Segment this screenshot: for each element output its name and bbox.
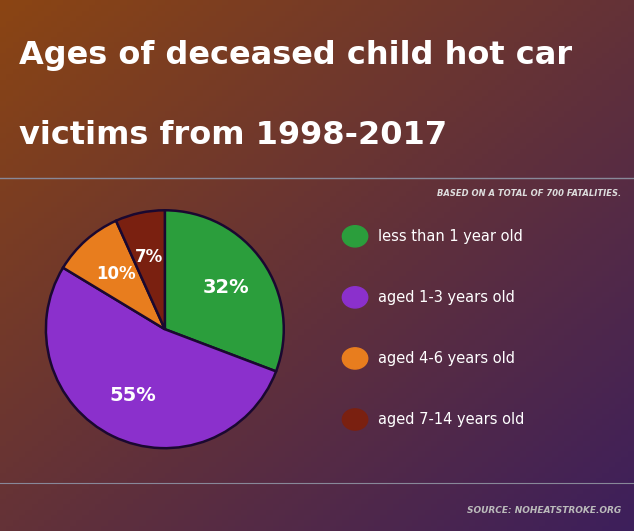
Text: aged 1-3 years old: aged 1-3 years old [378, 290, 515, 305]
Text: 7%: 7% [135, 248, 164, 266]
Text: 32%: 32% [202, 278, 249, 297]
Wedge shape [63, 221, 165, 329]
Text: 10%: 10% [96, 265, 136, 283]
Text: BASED ON A TOTAL OF 700 FATALITIES.: BASED ON A TOTAL OF 700 FATALITIES. [437, 190, 621, 198]
Wedge shape [165, 210, 284, 371]
Text: SOURCE: NOHEATSTROKE.ORG: SOURCE: NOHEATSTROKE.ORG [467, 507, 621, 515]
Text: Ages of deceased child hot car: Ages of deceased child hot car [19, 40, 572, 71]
Wedge shape [46, 268, 276, 448]
Text: less than 1 year old: less than 1 year old [378, 229, 524, 244]
Wedge shape [116, 210, 165, 329]
Text: aged 4-6 years old: aged 4-6 years old [378, 351, 515, 366]
Text: aged 7-14 years old: aged 7-14 years old [378, 412, 525, 427]
Text: 55%: 55% [109, 386, 156, 405]
Text: victims from 1998-2017: victims from 1998-2017 [19, 120, 447, 151]
